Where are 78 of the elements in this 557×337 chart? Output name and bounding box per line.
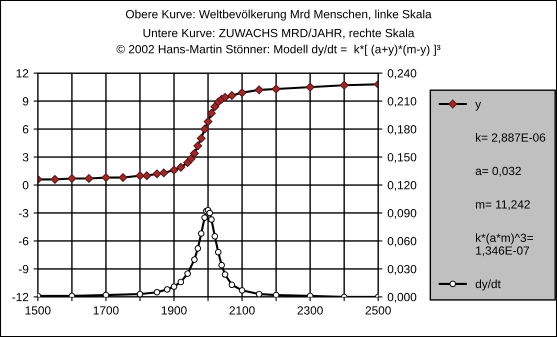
text: k*(a*m)^3= 1,346E-07 <box>476 233 533 256</box>
point <box>220 92 230 102</box>
point <box>256 290 262 297</box>
point <box>201 214 208 221</box>
chart-subtitle: Untere Kurve: ZUWACHS MRD/JAHR, rechte Skala © 2002 Hans-Martin Stönner: Modell dy/dt = k*[ (a+y)*(m-y) ]³ <box>116 28 440 56</box>
x-tick-label: 2100 <box>230 306 255 315</box>
y2-tick-label: 0,060 <box>388 236 416 247</box>
point <box>102 292 110 297</box>
point <box>272 84 281 94</box>
x-tick-label: 2300 <box>298 306 323 315</box>
point <box>227 91 236 100</box>
y-tick-label: -6 <box>18 236 28 246</box>
point <box>102 173 110 182</box>
point <box>200 124 210 134</box>
y-tick-label: 0 <box>22 181 28 190</box>
point <box>164 286 170 293</box>
y-tick-label: -9 <box>18 264 28 274</box>
point <box>118 173 128 182</box>
point <box>142 171 152 180</box>
point <box>186 154 196 164</box>
point <box>170 283 178 290</box>
point <box>204 117 212 126</box>
point <box>208 216 215 223</box>
y2-tick-label: 0,210 <box>388 97 416 107</box>
point <box>67 174 76 183</box>
point <box>210 102 220 112</box>
y-tick-label: 12 <box>16 69 28 78</box>
point <box>190 148 199 158</box>
point <box>238 88 246 98</box>
y-tick-label: 6 <box>22 125 28 134</box>
chart-title: Obere Kurve: Weltbevölkerung Mrd Menschen, linke Skala <box>126 10 432 21</box>
point <box>170 166 178 175</box>
point <box>228 282 236 288</box>
y-tick-label: -3 <box>18 209 28 218</box>
point <box>214 248 222 256</box>
point <box>84 174 94 183</box>
y2-tick-label: 0,180 <box>388 125 416 135</box>
point <box>206 210 214 216</box>
point <box>159 168 168 178</box>
y-tick-label: -12 <box>12 292 28 302</box>
y2-tick-label: 0,120 <box>388 181 416 191</box>
y-tick-label: 9 <box>22 97 28 106</box>
text: k= 2,887E-06 <box>476 133 546 144</box>
point <box>207 108 216 118</box>
y2-tick-label: 0,000 <box>388 292 416 303</box>
y-tick-label: 3 <box>22 153 28 162</box>
y2-tick-label: 0,090 <box>388 209 416 219</box>
point <box>238 287 246 294</box>
x-tick-label: 2500 <box>366 306 391 315</box>
point <box>340 80 349 90</box>
point <box>191 256 198 263</box>
point <box>272 292 280 297</box>
point <box>152 169 162 178</box>
point <box>218 262 225 268</box>
x-tick-label: 1900 <box>162 306 187 315</box>
point <box>184 270 191 277</box>
point <box>176 162 186 172</box>
text: a= 0,032 <box>476 166 521 177</box>
legend-label: dy/dt <box>476 279 501 290</box>
point <box>136 290 144 297</box>
point <box>178 278 184 286</box>
point <box>254 86 264 94</box>
point <box>198 230 204 237</box>
point <box>196 134 206 143</box>
text: m= 11,242 <box>476 200 530 210</box>
legend-label: y <box>475 102 482 111</box>
y2-tick-label: 0,150 <box>388 153 416 163</box>
y2-tick-label: 0,240 <box>388 69 416 79</box>
point <box>154 288 160 296</box>
y2-tick-label: 0,030 <box>388 264 416 275</box>
point <box>194 245 202 252</box>
point <box>50 175 60 184</box>
point <box>212 233 218 240</box>
point <box>306 82 315 92</box>
x-tick-label: 1500 <box>26 306 51 315</box>
x-tick-label: 1700 <box>94 306 119 315</box>
point <box>193 141 202 150</box>
point <box>222 271 228 278</box>
